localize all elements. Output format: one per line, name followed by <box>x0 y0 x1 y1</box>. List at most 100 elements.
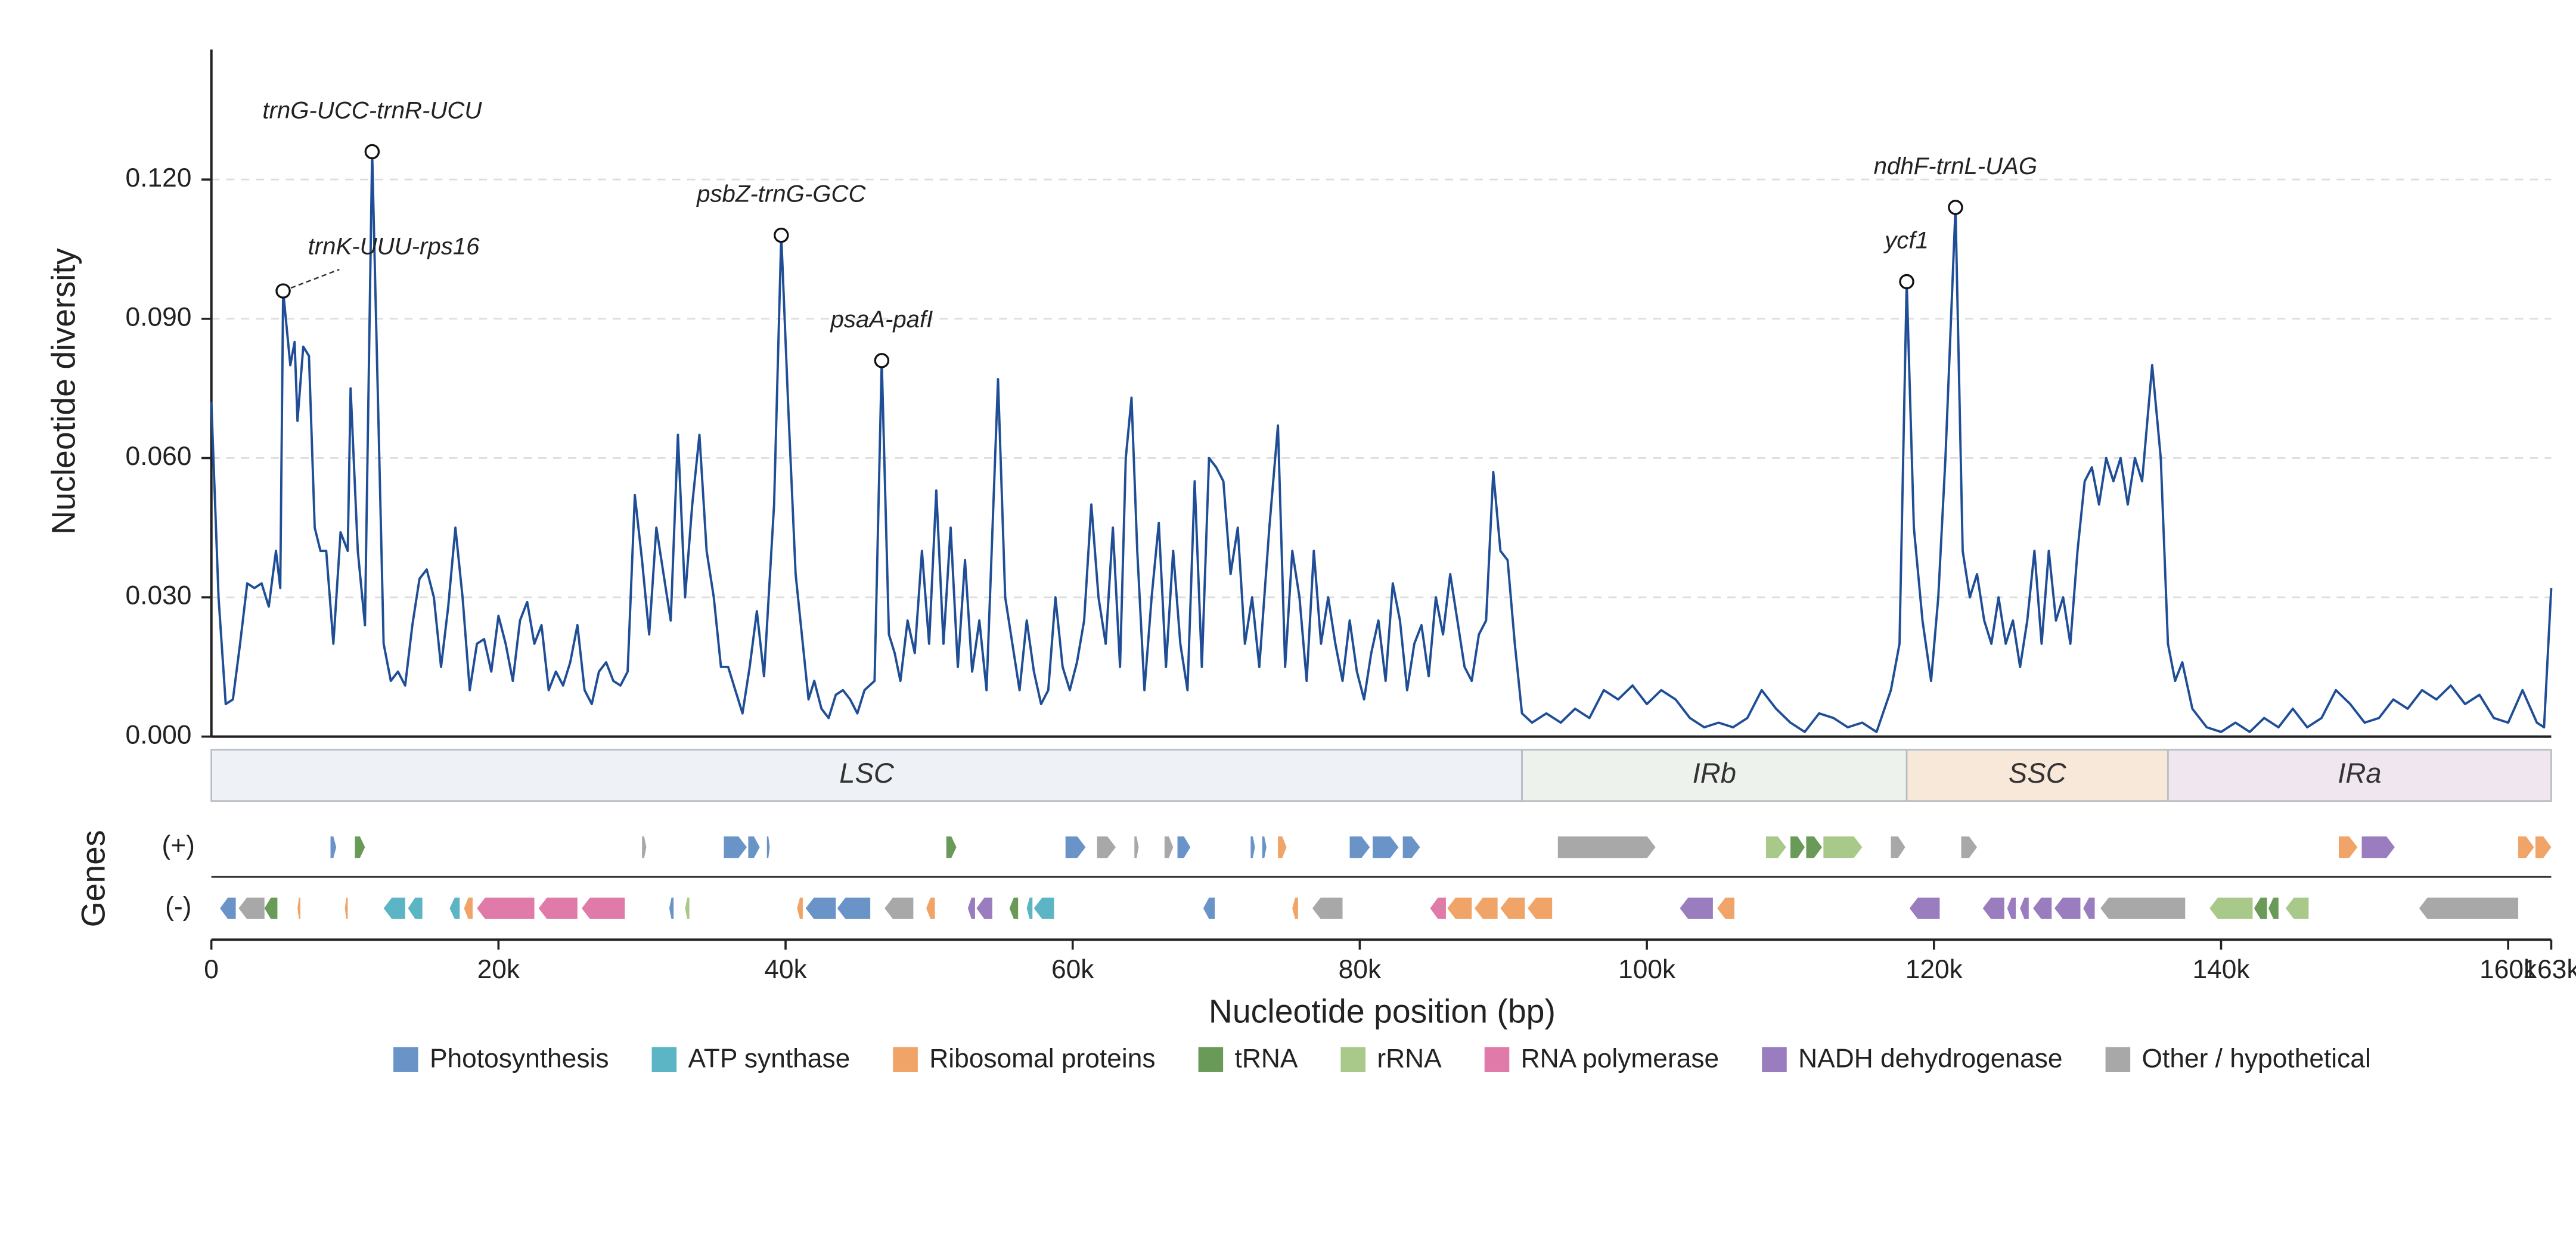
x-tick-label: 120k <box>1905 955 1963 984</box>
gene <box>1823 836 1863 858</box>
gene <box>976 897 992 919</box>
gene <box>264 897 278 919</box>
peak-marker <box>364 144 380 160</box>
x-tick-label: 160k <box>2479 955 2537 984</box>
gene <box>1430 897 1446 919</box>
region-label: IRa <box>2338 757 2381 789</box>
y-tick-label: 0.090 <box>125 302 191 331</box>
region-label: IRb <box>1693 757 1736 789</box>
legend-item: ATP synthase <box>651 1044 851 1073</box>
y-tick-label: 0.060 <box>125 442 191 471</box>
track-label: Genes <box>75 830 111 927</box>
legend-swatch <box>393 1047 418 1072</box>
gene <box>748 836 760 858</box>
gene <box>1717 897 1735 919</box>
y-tick-label: 0.030 <box>125 581 191 610</box>
annotation-label: trnG-UCC-trnR-UCU <box>262 97 482 124</box>
gene <box>2361 836 2395 858</box>
gene <box>1909 897 1940 919</box>
gene <box>330 836 337 858</box>
gene <box>1528 897 1553 919</box>
gene <box>2032 897 2052 919</box>
gene <box>2338 836 2358 858</box>
gene <box>1982 897 2004 919</box>
gene <box>1680 897 1713 919</box>
gene <box>1134 836 1139 858</box>
gene <box>1164 836 1174 858</box>
gene <box>2419 897 2519 919</box>
diversity-line <box>210 150 2553 733</box>
gene <box>1447 897 1472 919</box>
legend-label: Other / hypothetical <box>2142 1044 2371 1073</box>
legend-swatch <box>1762 1047 1787 1072</box>
y-tick-label: 0.000 <box>125 720 191 749</box>
gene <box>2268 897 2279 919</box>
region-label: LSC <box>839 757 895 789</box>
peak-marker <box>1899 274 1914 290</box>
annotation-label: ndhF-trnL-UAG <box>1874 153 2038 179</box>
gene <box>1766 836 1786 858</box>
annotation-label: psaA-pafI <box>830 306 933 333</box>
x-tick-label: 140k <box>2192 955 2250 984</box>
legend-item: RNA polymerase <box>1484 1044 1719 1073</box>
annotation-label: trnK-UUU-rps16 <box>308 233 480 260</box>
legend-swatch <box>1198 1047 1224 1072</box>
annotation-label: ycf1 <box>1883 227 1929 254</box>
gene <box>1373 836 1399 858</box>
gene <box>724 836 747 858</box>
annotation-leader <box>283 268 340 292</box>
annotation-label: psbZ-trnG-GCC <box>696 181 866 207</box>
gene <box>1790 836 1805 858</box>
y-tick-label: 0.120 <box>125 163 191 193</box>
region-label: SSC <box>2009 757 2067 789</box>
legend-item: Other / hypothetical <box>2105 1044 2371 1073</box>
gene <box>669 897 674 919</box>
gene <box>1009 897 1019 919</box>
gene <box>355 836 365 858</box>
gene <box>1278 836 1287 858</box>
x-tick-label: 100k <box>1618 955 1676 984</box>
gene <box>464 897 473 919</box>
legend-swatch <box>2105 1047 2131 1072</box>
gene <box>642 836 647 858</box>
legend-label: tRNA <box>1235 1044 1298 1073</box>
legend-item: tRNA <box>1198 1044 1298 1073</box>
gene <box>1177 836 1191 858</box>
legend-item: Photosynthesis <box>393 1044 609 1073</box>
peak-marker <box>275 283 291 299</box>
gene <box>837 897 871 919</box>
legend-swatch <box>1484 1047 1510 1072</box>
legend-label: RNA polymerase <box>1521 1044 1719 1073</box>
x-tick-label: 40k <box>764 955 807 984</box>
legend-item: Ribosomal proteins <box>893 1044 1156 1073</box>
track-strand-label: (+) <box>162 831 195 860</box>
x-tick-label: 20k <box>477 955 520 984</box>
gene <box>2100 897 2186 919</box>
gene <box>2285 897 2309 919</box>
track-strand-label: (-) <box>165 892 191 921</box>
gene <box>1065 836 1086 858</box>
gene <box>1097 836 1116 858</box>
gene <box>1292 897 1298 919</box>
gene <box>1557 836 1656 858</box>
legend-item: NADH dehydrogenase <box>1762 1044 2063 1073</box>
gene <box>2083 897 2095 919</box>
gene <box>2254 897 2267 919</box>
region-block <box>2167 749 2552 802</box>
gene <box>1475 897 1498 919</box>
x-tick-label: 80k <box>1339 955 1382 984</box>
gene <box>766 836 770 858</box>
peak-marker <box>774 227 789 243</box>
gene <box>220 897 236 919</box>
gene <box>449 897 460 919</box>
gene <box>1262 836 1267 858</box>
gene <box>884 897 914 919</box>
gene <box>383 897 405 919</box>
legend-label: ATP synthase <box>688 1044 851 1073</box>
x-tick-label: 60k <box>1051 955 1094 984</box>
gene <box>805 897 836 919</box>
gene <box>1033 897 1054 919</box>
x-tick-label: 163k <box>2522 955 2576 984</box>
gene <box>2209 897 2253 919</box>
gene <box>2535 836 2552 858</box>
